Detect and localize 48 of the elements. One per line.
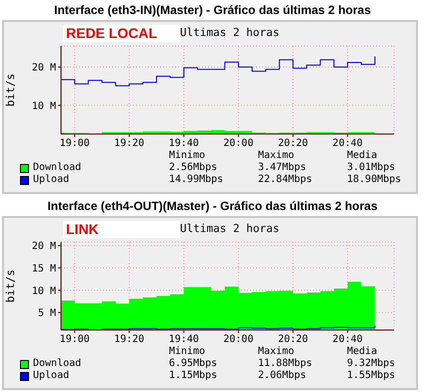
x-tick-label: 20:00: [223, 138, 254, 150]
chart-title: Interface (eth4-OUT)(Master) - Gráfico das últimas 2 horas: [46, 198, 379, 215]
text: 1.15Mbps: [169, 370, 218, 382]
y-axis-title: bit/s: [4, 269, 17, 303]
text: 9.32Mbps: [347, 358, 396, 370]
text: 2.56Mbps: [169, 162, 218, 174]
x-tick-label: 19:20: [114, 138, 144, 150]
y-tick-label: 10 M: [32, 286, 56, 297]
y-tick-label: 5 M: [38, 308, 56, 320]
text: 18.90Mbps: [347, 174, 402, 186]
legend-label: Upload: [33, 370, 70, 382]
x-tick-label: 20:20: [278, 334, 308, 346]
y-tick-label: 10 M: [32, 100, 56, 112]
text: 2.06Mbps: [258, 370, 306, 382]
text: 3.01Mbps: [347, 162, 396, 174]
text: REDE LOCAL: [63, 25, 180, 42]
y-tick-label: 15 M: [32, 263, 56, 274]
x-tick-label: 19:00: [60, 138, 90, 150]
text: Maximo: [258, 346, 294, 358]
chart-title: Interface (eth3-IN)(Master) - Gráfico das últimas 2 horas: [53, 2, 372, 19]
x-tick-label: 20:40: [332, 334, 363, 346]
x-tick-label: 20:20: [278, 138, 308, 150]
chart-subtitle: Ultimas 2 horas: [180, 26, 280, 39]
x-tick-label: 20:40: [332, 138, 363, 150]
text: LINK: [63, 221, 180, 238]
text: 11.88Mbps: [258, 358, 312, 370]
text: 1.55Mbps: [347, 370, 396, 382]
text: Maximo: [258, 150, 294, 162]
chart-subtitle: Ultimas 2 horas: [180, 222, 280, 235]
x-tick-label: 19:40: [168, 334, 199, 346]
legend-label: Upload: [33, 174, 70, 186]
text: Media: [347, 346, 378, 358]
legend-label: Download: [33, 162, 82, 174]
legend-label: Download: [33, 358, 82, 370]
y-tick-label: 20 M: [32, 241, 56, 252]
text: Minimo: [169, 150, 206, 162]
x-tick-label: 19:40: [168, 138, 199, 150]
y-tick-label: 20 M: [32, 62, 56, 74]
text: Minimo: [169, 346, 206, 358]
x-tick-label: 19:00: [60, 334, 90, 346]
text: 3.47Mbps: [258, 162, 306, 174]
x-tick-label: 19:20: [114, 334, 144, 346]
y-axis-title: bit/s: [4, 73, 17, 107]
x-tick-label: 20:00: [223, 334, 254, 346]
text: 22.84Mbps: [258, 174, 312, 186]
text: Media: [347, 150, 378, 162]
text: 14.99Mbps: [169, 174, 224, 186]
text: 6.95Mbps: [169, 358, 218, 370]
